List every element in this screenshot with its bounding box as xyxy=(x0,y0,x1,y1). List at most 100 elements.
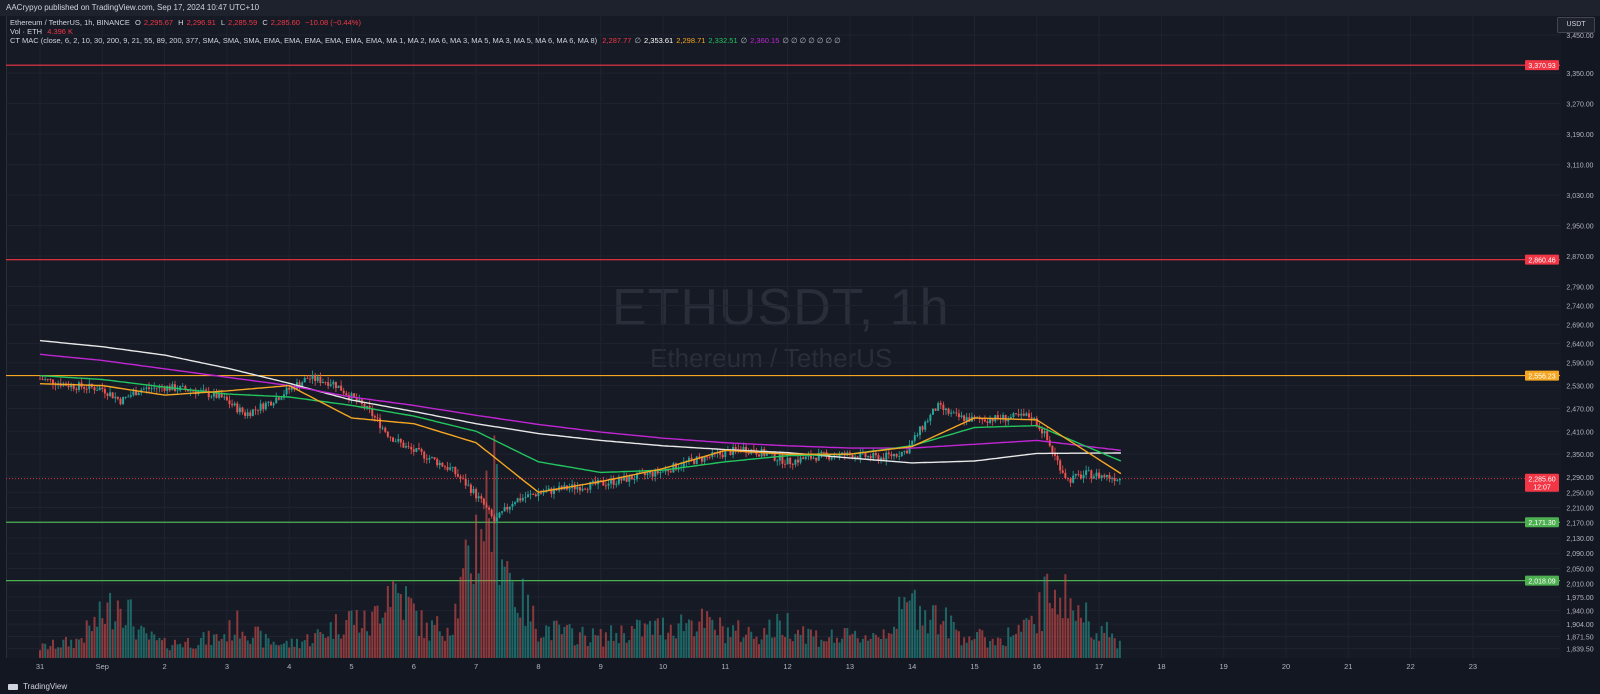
candle-body xyxy=(802,457,805,460)
candle-body xyxy=(604,485,607,487)
candle-body xyxy=(747,452,750,454)
candle-body xyxy=(514,502,517,505)
candle-body xyxy=(459,476,462,479)
candle-body xyxy=(425,458,428,460)
legend-indicator-label[interactable]: CT MAC (close, 6, 2, 10, 30, 200, 9, 21,… xyxy=(10,36,598,45)
candle-body xyxy=(1025,413,1028,416)
volume-bar xyxy=(394,583,397,658)
volume-bar xyxy=(423,638,426,658)
volume-bar xyxy=(70,639,73,658)
volume-bar xyxy=(1022,619,1025,658)
time-tick-label: 15 xyxy=(970,662,978,671)
volume-bar xyxy=(251,637,254,658)
candle-body xyxy=(719,452,722,455)
candle-body xyxy=(44,379,47,380)
volume-bar xyxy=(900,609,903,658)
candle-body xyxy=(166,386,169,391)
candle-body xyxy=(399,438,402,443)
candle-body xyxy=(251,409,254,416)
candle-body xyxy=(1092,476,1095,479)
footer-brand: TradingView xyxy=(23,682,68,691)
volume-bar xyxy=(677,623,680,658)
volume-bar xyxy=(563,626,566,658)
candle-body xyxy=(903,450,906,452)
volume-bar xyxy=(83,642,86,658)
volume-bar xyxy=(674,638,677,658)
volume-bar xyxy=(643,623,646,658)
time-axis: 31 Sep 2 3 4 5 6 7 8 9 10 11 12 13 14 15 16 17 18 19 20 21 22 2… xyxy=(36,662,1477,671)
volume-bar xyxy=(924,610,927,658)
volume-bar xyxy=(67,646,70,658)
candle-body xyxy=(488,507,491,510)
volume-bar xyxy=(656,618,659,658)
volume-bar xyxy=(524,625,527,658)
candle-body xyxy=(109,392,112,397)
candle-body xyxy=(368,405,371,410)
candle-body xyxy=(955,412,958,414)
candle-body xyxy=(407,446,410,448)
price-tick-label: 1,904.00 xyxy=(1566,622,1593,629)
volume-bar xyxy=(911,593,914,658)
volume-bar xyxy=(1095,633,1098,658)
legend-indicator-value: 2,332.51 xyxy=(708,36,738,45)
volume-bar xyxy=(859,642,862,658)
candle-body xyxy=(649,472,652,474)
volume-bar xyxy=(641,636,644,658)
candle-body xyxy=(262,403,265,410)
candle-body xyxy=(259,403,262,411)
volume-bar xyxy=(93,616,96,658)
legend-volume-label[interactable]: Vol · ETH xyxy=(10,27,43,36)
legend-close: C 2,285.60 xyxy=(262,18,300,27)
volume-bar xyxy=(508,572,511,658)
candle-body xyxy=(589,481,592,490)
candle-body xyxy=(264,402,267,410)
volume-bar xyxy=(552,620,555,658)
candle-body xyxy=(415,448,418,452)
candle-body xyxy=(1090,470,1093,479)
legend-indicator-row: CT MAC (close, 6, 2, 10, 30, 200, 9, 21,… xyxy=(10,36,847,45)
candle-body xyxy=(1012,413,1015,417)
candle-body xyxy=(893,453,896,457)
candle-body xyxy=(363,404,366,409)
volume-bar xyxy=(321,633,324,658)
legend-symbol[interactable]: Ethereum / TetherUS, 1h, BINANCE xyxy=(10,18,130,27)
currency-button[interactable]: USDT xyxy=(1557,17,1595,33)
volume-bar xyxy=(477,573,480,658)
candle-body xyxy=(1103,475,1106,478)
candle-body xyxy=(1038,426,1041,430)
candle-body xyxy=(49,379,52,380)
volume-bar xyxy=(171,644,174,658)
candle-body xyxy=(41,378,44,380)
volume-bar xyxy=(288,647,291,658)
candle-body xyxy=(1030,417,1033,421)
volume-bar xyxy=(410,598,413,658)
time-tick-label: 11 xyxy=(721,662,729,671)
volume-bar xyxy=(887,633,890,658)
volume-bar xyxy=(210,644,213,658)
volume-bar xyxy=(532,605,535,658)
volume-bar xyxy=(264,633,267,658)
candle-body xyxy=(856,456,859,459)
publisher-text: AACrypyo published on TradingView.com, S… xyxy=(6,3,260,12)
candle-body xyxy=(436,459,439,466)
volume-bar xyxy=(825,641,828,658)
chart-pane[interactable] xyxy=(6,16,1561,658)
candle-body xyxy=(776,460,779,462)
volume-bar xyxy=(890,633,893,658)
legend-indicator-value: ∅ xyxy=(740,36,748,45)
volume-bar xyxy=(519,617,522,658)
volume-bar xyxy=(918,605,921,658)
volume-bar xyxy=(687,619,690,658)
volume-bar xyxy=(1108,637,1111,658)
candle-body xyxy=(524,497,527,498)
volume-bar xyxy=(503,566,506,658)
candle-body xyxy=(111,392,114,399)
candle-body xyxy=(576,487,579,490)
candle-body xyxy=(1118,478,1121,481)
volume-bar xyxy=(506,561,509,658)
moving-average-line xyxy=(39,375,1122,474)
volume-bar xyxy=(916,629,919,658)
candle-body xyxy=(1009,416,1012,419)
moving-averages xyxy=(39,339,1122,494)
